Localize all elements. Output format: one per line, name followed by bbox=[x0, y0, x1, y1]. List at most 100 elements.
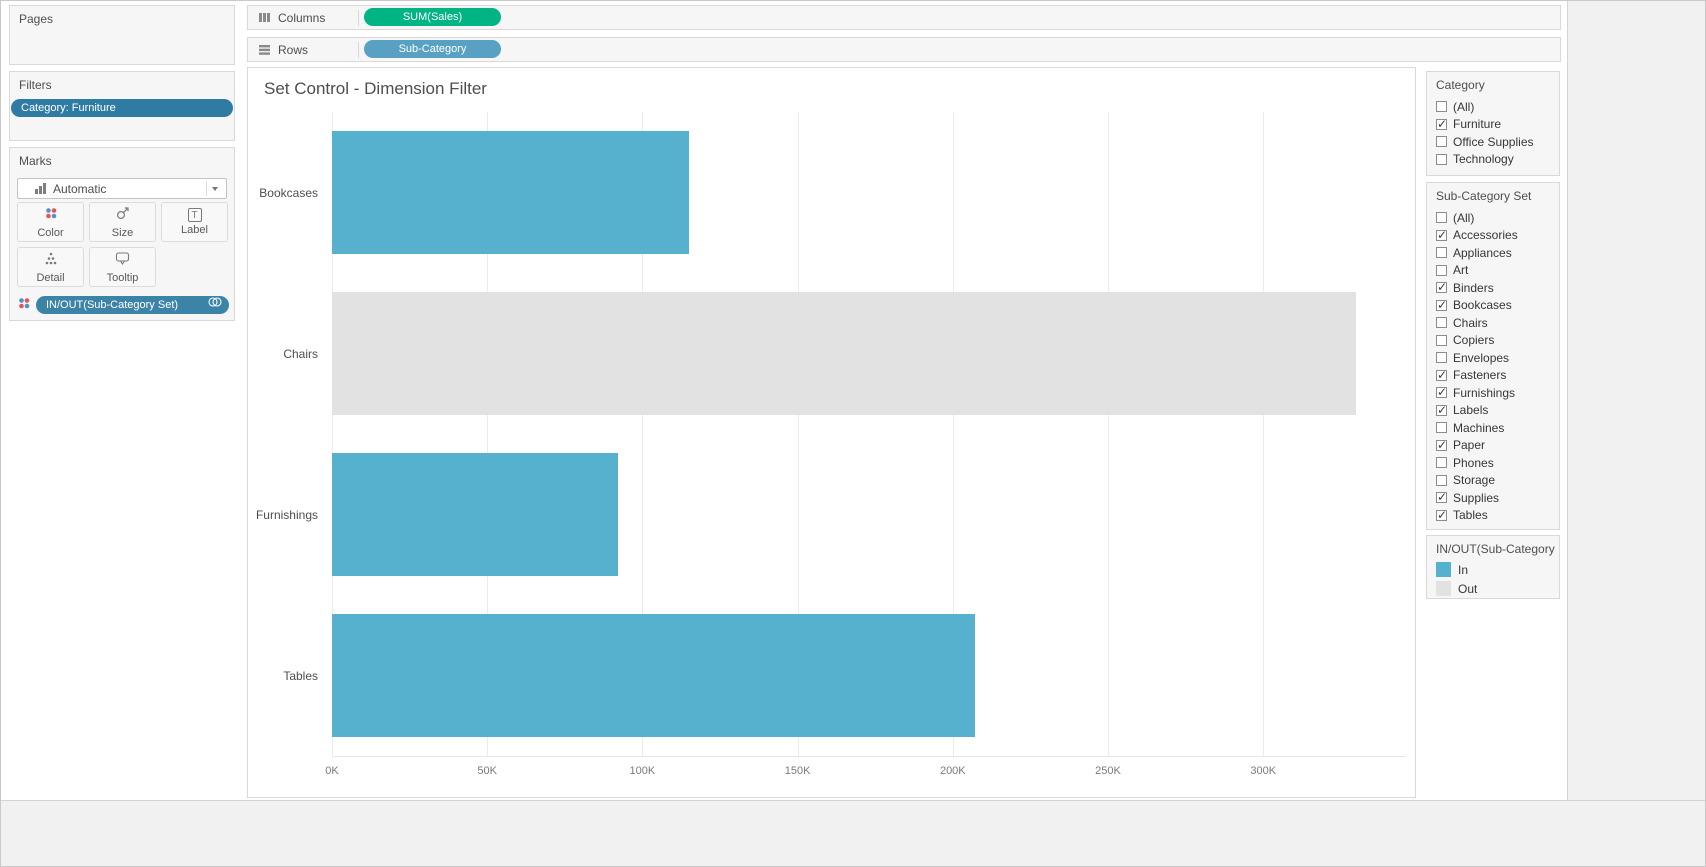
legend-checkbox-row[interactable]: Phones bbox=[1427, 454, 1559, 472]
checkbox[interactable] bbox=[1436, 101, 1447, 113]
columns-shelf[interactable]: Columns SUM(Sales) bbox=[247, 5, 1561, 30]
checkbox-label: Bookcases bbox=[1453, 298, 1512, 313]
mark-type-dropdown[interactable]: Automatic bbox=[17, 178, 227, 199]
checkbox[interactable] bbox=[1436, 228, 1447, 242]
checkbox[interactable] bbox=[1436, 508, 1447, 522]
plot-area bbox=[332, 112, 1406, 757]
detail-button[interactable]: Detail bbox=[17, 247, 84, 287]
marks-buttons: Color Size Label Detail bbox=[17, 202, 229, 287]
checkbox[interactable] bbox=[1436, 438, 1447, 452]
bar[interactable] bbox=[332, 131, 689, 254]
legend-swatch bbox=[1436, 581, 1451, 596]
legend-checkbox-row[interactable]: Tables bbox=[1427, 507, 1559, 525]
checkbox-label: Tables bbox=[1453, 508, 1488, 523]
checkbox[interactable] bbox=[1436, 368, 1447, 382]
category-axis-label[interactable]: Bookcases bbox=[259, 185, 318, 200]
rows-pill-sub-category[interactable]: Sub-Category bbox=[364, 40, 501, 58]
checkbox[interactable] bbox=[1436, 280, 1447, 294]
filter-pill-category-furniture[interactable]: Category: Furniture bbox=[11, 99, 233, 117]
checkbox[interactable] bbox=[1436, 247, 1447, 259]
bar[interactable] bbox=[332, 292, 1357, 415]
legend-checkbox-row[interactable]: (All) bbox=[1427, 209, 1559, 227]
checkbox-label: Chairs bbox=[1453, 315, 1488, 330]
rows-shelf[interactable]: Rows Sub-Category bbox=[247, 37, 1561, 62]
legend-item[interactable]: Out bbox=[1427, 579, 1559, 598]
legend-checkbox-row[interactable]: Copiers bbox=[1427, 332, 1559, 350]
text-label-icon bbox=[187, 208, 202, 222]
legend-checkbox-row[interactable]: Storage bbox=[1427, 472, 1559, 490]
bar[interactable] bbox=[332, 453, 618, 576]
filters-shelf[interactable]: Filters Category: Furniture bbox=[9, 71, 235, 141]
color-button[interactable]: Color bbox=[17, 202, 84, 242]
checkbox-label: Fasteners bbox=[1453, 368, 1507, 383]
checkbox-label: Appliances bbox=[1453, 245, 1512, 260]
checkbox-label: (All) bbox=[1453, 99, 1475, 114]
x-gridline bbox=[332, 112, 333, 756]
legend-checkbox-row[interactable]: (All) bbox=[1427, 98, 1559, 116]
legend-checkbox-row[interactable]: Labels bbox=[1427, 402, 1559, 420]
legend-checkbox-row[interactable]: Machines bbox=[1427, 419, 1559, 437]
checkbox[interactable] bbox=[1436, 136, 1447, 148]
legend-checkbox-row[interactable]: Chairs bbox=[1427, 314, 1559, 332]
legend-checkbox-row[interactable]: Bookcases bbox=[1427, 297, 1559, 315]
legend-checkbox-row[interactable]: Furniture bbox=[1427, 116, 1559, 134]
value-axis: 0K 50K 100K 150K 200K 250K 300K bbox=[325, 765, 1406, 781]
checkbox[interactable] bbox=[1436, 474, 1447, 486]
checkbox[interactable] bbox=[1436, 422, 1447, 434]
checkbox[interactable] bbox=[1436, 153, 1447, 165]
category-filter-card: Category (All) Furniture Office Supplies… bbox=[1426, 71, 1560, 176]
label-button[interactable]: Label bbox=[161, 202, 228, 242]
checkbox[interactable] bbox=[1436, 457, 1447, 469]
legend-checkbox-row[interactable]: Binders bbox=[1427, 279, 1559, 297]
legend-checkbox-row[interactable]: Office Supplies bbox=[1427, 133, 1559, 151]
category-axis: Bookcases Chairs Furnishings Tables bbox=[248, 112, 326, 757]
legend-item[interactable]: In bbox=[1427, 560, 1559, 579]
gridlines bbox=[332, 112, 1406, 756]
checkbox[interactable] bbox=[1436, 212, 1447, 224]
checkbox[interactable] bbox=[1436, 385, 1447, 399]
legend-checkbox-row[interactable]: Appliances bbox=[1427, 244, 1559, 262]
worksheet-view: Set Control - Dimension Filter Bookcases… bbox=[247, 67, 1416, 798]
category-axis-label[interactable]: Furnishings bbox=[255, 508, 318, 523]
legend-checkbox-row[interactable]: Technology bbox=[1427, 151, 1559, 169]
checkbox[interactable] bbox=[1436, 490, 1447, 504]
mark-type-value: Automatic bbox=[53, 181, 107, 196]
category-axis-label[interactable]: Tables bbox=[283, 669, 318, 684]
size-button-label: Size bbox=[111, 226, 134, 239]
marks-color-encoding-row: IN/OUT(Sub-Category Set) bbox=[17, 296, 229, 314]
checkbox[interactable] bbox=[1436, 264, 1447, 276]
pages-shelf[interactable]: Pages bbox=[9, 5, 235, 65]
category-axis-label[interactable]: Chairs bbox=[283, 346, 318, 361]
x-gridline bbox=[642, 112, 644, 756]
legend-checkbox-row[interactable]: Furnishings bbox=[1427, 384, 1559, 402]
legend-checkbox-row[interactable]: Paper bbox=[1427, 437, 1559, 455]
checkbox[interactable] bbox=[1436, 117, 1447, 131]
size-button[interactable]: Size bbox=[89, 202, 156, 242]
inout-set-pill-label: IN/OUT(Sub-Category Set) bbox=[46, 299, 179, 311]
legend-checkbox-row[interactable]: Fasteners bbox=[1427, 367, 1559, 385]
checkbox[interactable] bbox=[1436, 298, 1447, 312]
legend-checkbox-row[interactable]: Art bbox=[1427, 262, 1559, 280]
tooltip-button[interactable]: Tooltip bbox=[89, 247, 156, 287]
checkbox[interactable] bbox=[1436, 317, 1447, 329]
checkbox[interactable] bbox=[1436, 403, 1447, 417]
checkbox[interactable] bbox=[1436, 352, 1447, 364]
x-gridline bbox=[952, 112, 954, 756]
legend-item-label: In bbox=[1458, 562, 1469, 577]
subcategory-set-title: Sub-Category Set bbox=[1436, 189, 1532, 203]
x-tick-label: 50K bbox=[477, 765, 497, 777]
checkbox-label: Accessories bbox=[1453, 228, 1518, 243]
tooltip-icon bbox=[115, 251, 130, 270]
empty-canvas-bottom bbox=[1, 800, 1705, 866]
legend-checkbox-row[interactable]: Supplies bbox=[1427, 489, 1559, 507]
inout-legend-list: In Out bbox=[1427, 560, 1559, 598]
marks-title: Marks bbox=[19, 154, 52, 168]
chevron-down-icon[interactable] bbox=[206, 181, 222, 196]
columns-pill-sum-sales[interactable]: SUM(Sales) bbox=[364, 8, 501, 26]
inout-set-pill[interactable]: IN/OUT(Sub-Category Set) bbox=[36, 296, 229, 314]
marks-card: Marks Automatic Color Size bbox=[9, 147, 235, 321]
legend-checkbox-row[interactable]: Envelopes bbox=[1427, 349, 1559, 367]
legend-checkbox-row[interactable]: Accessories bbox=[1427, 227, 1559, 245]
checkbox[interactable] bbox=[1436, 334, 1447, 346]
bar[interactable] bbox=[332, 614, 975, 737]
